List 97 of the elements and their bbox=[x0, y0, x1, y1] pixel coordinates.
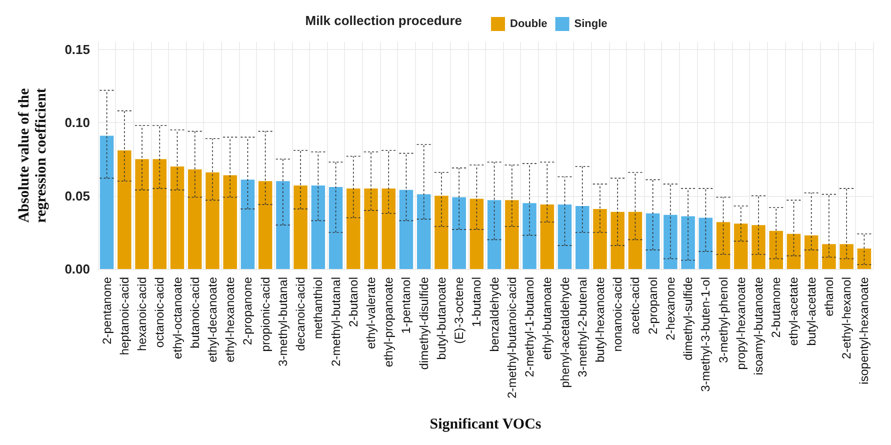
x-tick-label: methanthiol bbox=[311, 277, 326, 340]
x-tick-label: 3-methyl-butanal bbox=[276, 277, 290, 366]
legend-label: Double bbox=[510, 18, 548, 30]
bar bbox=[522, 203, 536, 269]
x-tick-label: benzaldehyde bbox=[487, 276, 502, 352]
x-tick-label: phenyl-acetaldehyde bbox=[558, 276, 572, 388]
bar bbox=[206, 172, 220, 269]
bar bbox=[100, 136, 114, 269]
x-tick-label: 2-butanone bbox=[769, 276, 784, 338]
x-axis-title: Significant VOCs bbox=[430, 416, 542, 432]
bar bbox=[364, 188, 378, 269]
x-tick-label: 3-methyl-phenol bbox=[716, 277, 730, 364]
bar bbox=[276, 181, 290, 269]
y-tick-label: 0.15 bbox=[64, 42, 90, 57]
x-tick-label: butyl-hexanoate bbox=[592, 276, 607, 362]
bar bbox=[311, 186, 326, 269]
x-tick-label: ethyl-valerate bbox=[364, 276, 378, 350]
bar bbox=[734, 224, 748, 269]
bar bbox=[576, 206, 590, 269]
x-tick-label: ethyl-octanoate bbox=[170, 276, 184, 360]
bar bbox=[752, 225, 766, 269]
x-tick-label: 2-pentanone bbox=[100, 276, 114, 344]
x-tick-label: decanoic-acid bbox=[294, 277, 308, 352]
x-tick-label: heptanoic-acid bbox=[117, 277, 132, 356]
x-tick-label: 2-propanol bbox=[646, 277, 660, 334]
bar bbox=[769, 230, 783, 269]
x-tick-label: ethyl-acetate bbox=[786, 276, 801, 346]
bar bbox=[593, 208, 607, 269]
bar bbox=[223, 175, 237, 269]
x-tick-label: hexanoic-acid bbox=[135, 277, 150, 352]
x-tick-label: acetic-acid bbox=[628, 277, 642, 334]
x-tick-label: isopentyl-hexanoate bbox=[857, 276, 872, 384]
x-tick-label: 2-methyl-1-butanol bbox=[522, 277, 537, 378]
bar bbox=[822, 244, 836, 269]
bar bbox=[646, 213, 660, 269]
x-tick-label: 2-butanol bbox=[346, 277, 360, 328]
bar bbox=[258, 181, 272, 269]
y-tick-label: 0.00 bbox=[64, 262, 90, 276]
x-tick-label: ethanol bbox=[822, 277, 836, 316]
bar bbox=[505, 200, 519, 269]
x-tick-label: 2-hexanone bbox=[663, 276, 678, 340]
bar bbox=[610, 212, 624, 269]
x-tick-label: 1-butanol bbox=[470, 277, 484, 328]
x-tick-label: nonanoic-acid bbox=[610, 277, 625, 352]
bar bbox=[135, 159, 149, 269]
x-tick-label: 1-pentanol bbox=[399, 277, 414, 334]
x-tick-label: (E)-3-octene bbox=[452, 276, 466, 344]
bar bbox=[188, 169, 202, 269]
bar bbox=[840, 244, 854, 269]
bar bbox=[681, 216, 695, 269]
bar bbox=[399, 190, 414, 269]
bar bbox=[240, 180, 255, 269]
x-tick-label: propionic-acid bbox=[258, 277, 272, 352]
bar bbox=[328, 186, 343, 269]
y-axis-title: Absolute value of the regression coefficient bbox=[16, 88, 50, 223]
y-tick-label: 0.05 bbox=[64, 188, 90, 204]
x-tick-label: butyl-butanoate bbox=[434, 276, 448, 360]
x-tick-label: ethyl-propanoate bbox=[382, 276, 396, 368]
bar bbox=[628, 212, 642, 269]
bar bbox=[346, 188, 360, 269]
x-tick-label: 3-methyl-2-butenal bbox=[575, 277, 590, 378]
x-tick-label: isoamyl-butanoate bbox=[752, 276, 766, 376]
bar bbox=[786, 234, 801, 269]
y-tick-label: 0.10 bbox=[64, 115, 90, 130]
bar bbox=[434, 196, 448, 269]
legend-label: Single bbox=[574, 18, 608, 30]
x-tick-label: 3-methyl-3-buten-1-ol bbox=[698, 277, 713, 392]
bar bbox=[118, 150, 132, 269]
x-tick-label: dimethyl-disulfide bbox=[416, 276, 431, 370]
x-tick-label: 2-propanone bbox=[240, 276, 255, 346]
x-tick-label: butyl-acetate bbox=[804, 276, 818, 346]
x-tick-label: 2-methyl-butanal bbox=[328, 277, 343, 366]
bar bbox=[857, 248, 872, 269]
bar bbox=[558, 204, 572, 269]
x-tick-label: ethyl-butanoate bbox=[540, 276, 554, 360]
bar bbox=[716, 222, 730, 269]
bar bbox=[804, 235, 818, 269]
x-tick-label: butanoic-acid bbox=[188, 277, 202, 348]
bar bbox=[294, 186, 308, 269]
x-tick-label: propyl-hexanoate bbox=[734, 276, 748, 370]
bar bbox=[170, 166, 184, 269]
bar bbox=[416, 194, 431, 269]
x-tick-label: octanoic-acid bbox=[152, 277, 167, 348]
x-tick-label: ethyl-hexanoate bbox=[223, 276, 238, 362]
bar bbox=[470, 198, 484, 269]
bar bbox=[487, 200, 502, 269]
bar bbox=[664, 214, 678, 269]
legend-title: Milk collection procedure bbox=[305, 13, 462, 28]
bar bbox=[382, 188, 396, 269]
x-tick-label: ethyl-decanoate bbox=[205, 276, 220, 362]
bar bbox=[452, 197, 466, 269]
bar bbox=[540, 204, 554, 269]
bar bbox=[698, 218, 713, 269]
bar bbox=[152, 159, 167, 269]
x-tick-label: dimethyl-sulfide bbox=[681, 276, 696, 360]
x-tick-label: 2-methyl-butanoic-acid bbox=[504, 277, 519, 398]
x-tick-label: 2-ethyl-hexanol bbox=[840, 277, 854, 360]
